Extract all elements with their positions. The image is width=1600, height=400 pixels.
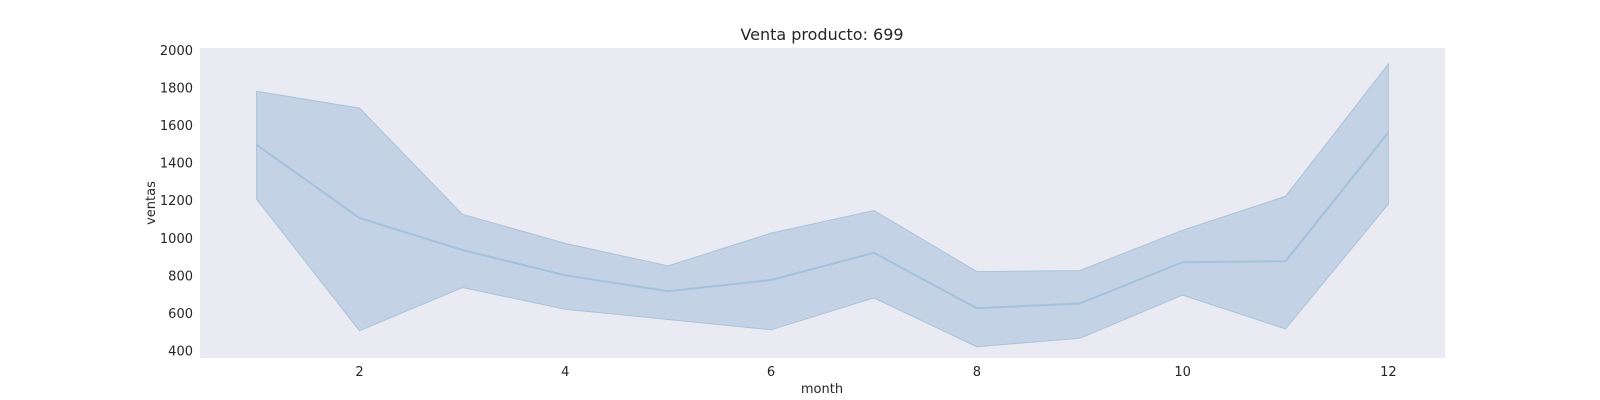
y-tick-label: 1400 [160, 157, 193, 172]
y-tick-label: 1000 [160, 232, 193, 247]
series-line [256, 131, 1390, 310]
x-tick-labels: 2 4 6 8 10 12 [355, 365, 1396, 380]
x-tick-label: 12 [1380, 365, 1397, 380]
confidence-band [256, 62, 1389, 348]
y-tick-label: 400 [168, 344, 193, 359]
y-tick-label: 1200 [160, 194, 193, 209]
x-tick-label: 6 [767, 365, 775, 380]
x-axis-label: month [801, 382, 843, 397]
y-tick-label: 1800 [160, 81, 193, 96]
y-tick-label: 2000 [160, 44, 193, 59]
x-tick-label: 10 [1174, 365, 1191, 380]
confidence-band-layer [256, 62, 1389, 348]
chart-title: Venta producto: 699 [740, 25, 903, 44]
x-tick-label: 2 [355, 365, 363, 380]
series-line-layer [256, 131, 1390, 310]
y-tick-label: 800 [168, 269, 193, 284]
y-tick-label: 600 [168, 307, 193, 322]
y-tick-labels: 400 600 800 1000 1200 1400 1600 1800 2000 [160, 44, 193, 360]
x-tick-label: 8 [973, 365, 981, 380]
x-tick-label: 4 [561, 365, 569, 380]
y-axis-label: ventas [144, 181, 159, 225]
y-tick-label: 1600 [160, 119, 193, 134]
